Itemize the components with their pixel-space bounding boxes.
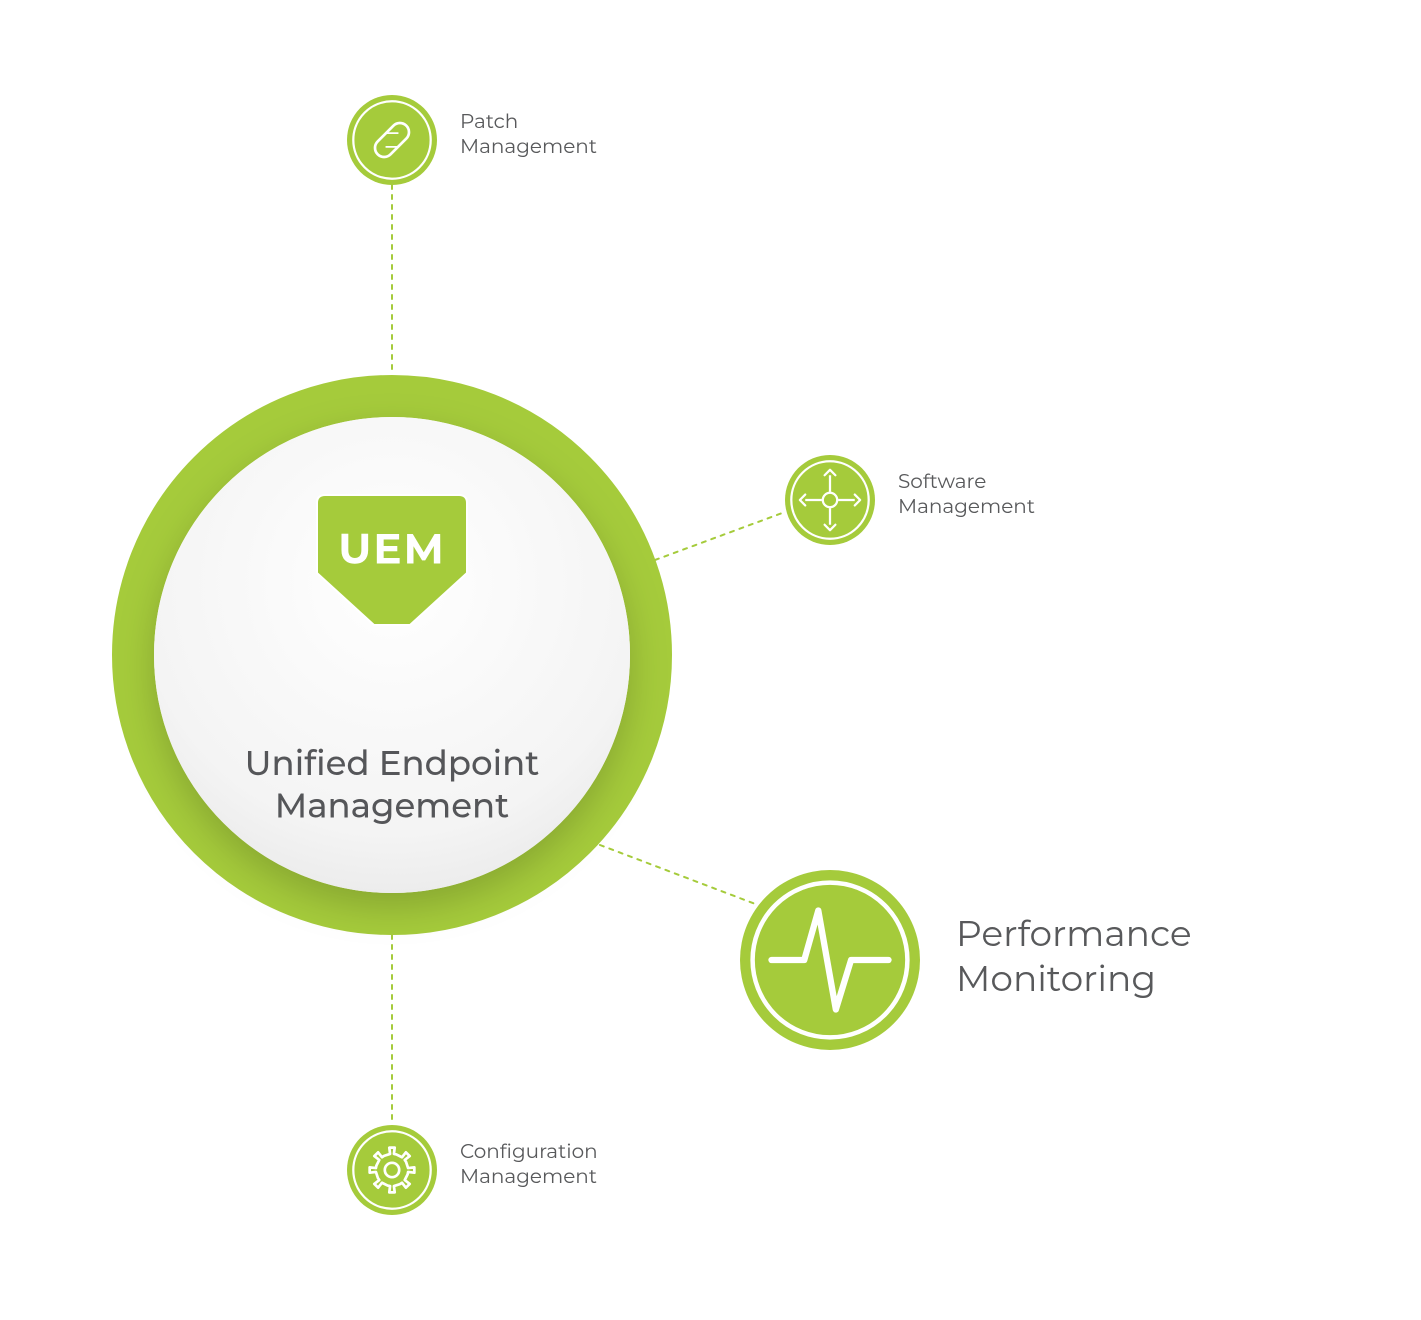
node-software <box>785 455 875 545</box>
node-performance-label-line1: Performance <box>956 912 1192 956</box>
center-title-line2: Management <box>275 785 510 827</box>
node-configuration-label-line2: Management <box>460 1165 597 1189</box>
center-hub: UEM Unified Endpoint Management <box>133 396 651 914</box>
node-performance-label-line2: Monitoring <box>956 957 1156 1001</box>
node-configuration-label-line1: Configuration <box>460 1140 598 1164</box>
uem-diagram: UEM Unified Endpoint Management PatchMan… <box>0 0 1421 1320</box>
node-software-label-line2: Management <box>898 495 1035 519</box>
badge-label: UEM <box>338 522 445 574</box>
center-title-line1: Unified Endpoint <box>245 742 540 784</box>
connector-performance <box>600 845 758 905</box>
connector-software <box>655 512 785 560</box>
node-patch <box>347 95 437 185</box>
node-patch-label-line1: Patch <box>460 110 518 134</box>
node-configuration <box>347 1125 437 1215</box>
node-patch-label-line2: Management <box>460 135 597 159</box>
node-software-label-line1: Software <box>898 470 986 494</box>
node-performance <box>740 870 920 1050</box>
